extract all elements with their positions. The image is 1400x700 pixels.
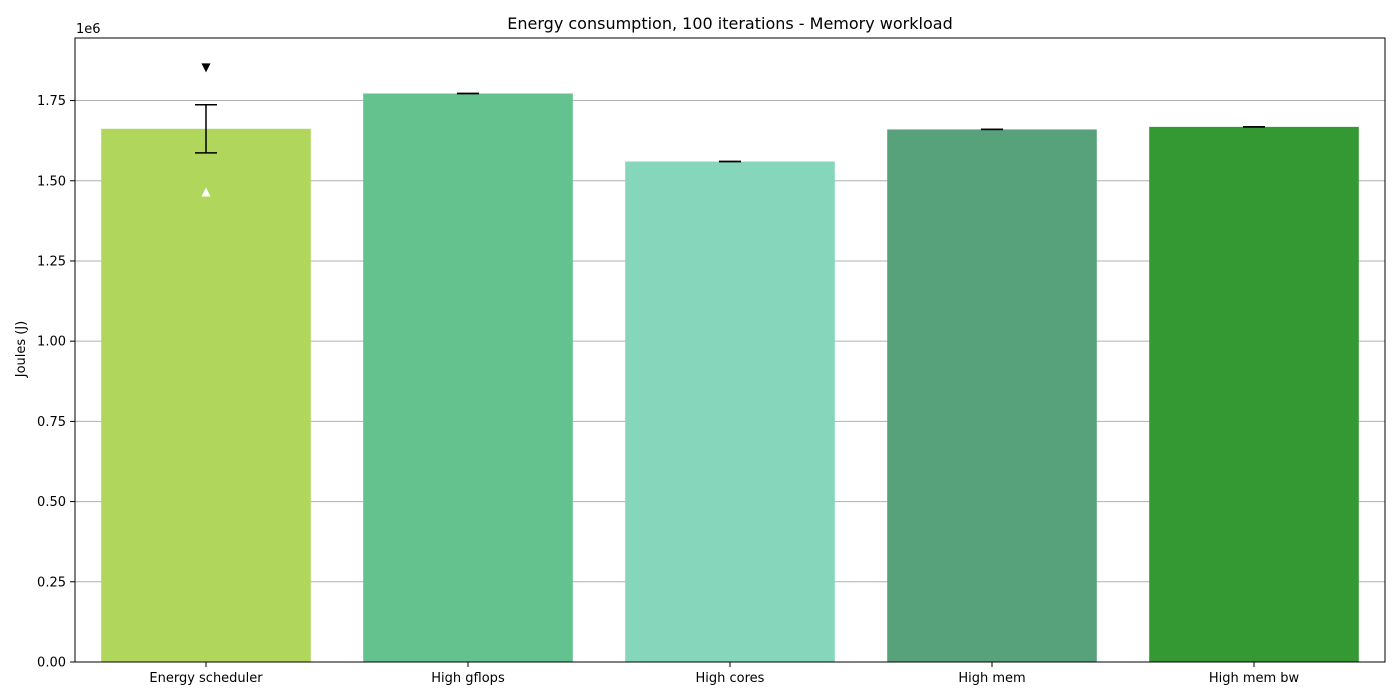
y-scale-label: 1e6 <box>76 22 101 37</box>
bar <box>625 161 835 662</box>
x-tick-label: High gflops <box>431 671 505 686</box>
bar <box>101 128 311 663</box>
markers <box>201 63 211 197</box>
y-tick-label: 0.50 <box>37 495 66 510</box>
y-tick-label: 0.25 <box>37 575 66 590</box>
error-bars <box>195 92 1265 163</box>
bar <box>1149 126 1359 663</box>
x-tick-label: High mem <box>958 671 1025 686</box>
x-axis-ticks: Energy scheduler High gflops High cores Hig… <box>149 662 1300 686</box>
x-tick-label: Energy scheduler <box>149 671 263 686</box>
bar <box>887 129 1097 662</box>
x-tick-label: High cores <box>696 671 765 686</box>
min-marker <box>201 187 211 197</box>
bar <box>363 93 573 662</box>
y-tick-label: 1.00 <box>37 335 66 350</box>
y-axis-label: Joules (J) <box>14 321 29 379</box>
y-tick-label: 0.75 <box>37 415 66 430</box>
y-tick-label: 0.00 <box>37 656 66 671</box>
x-tick-label: High mem bw <box>1209 671 1300 686</box>
y-tick-label: 1.75 <box>37 94 66 109</box>
bars <box>101 93 1359 663</box>
y-tick-label: 1.25 <box>37 254 66 269</box>
chart-title: Energy consumption, 100 iterations - Mem… <box>507 14 952 33</box>
max-marker <box>201 63 211 73</box>
y-tick-label: 1.50 <box>37 174 66 189</box>
y-axis-ticks: 0.00 0.25 0.50 0.75 1.00 1.25 1.50 1.75 <box>37 94 75 671</box>
